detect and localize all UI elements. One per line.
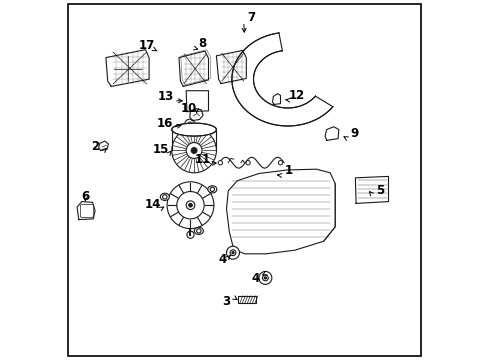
Text: 7: 7 [247,11,255,24]
Text: 8: 8 [198,37,206,50]
Circle shape [82,207,88,213]
Circle shape [231,252,234,254]
Polygon shape [325,127,338,140]
Bar [238,296,256,303]
Polygon shape [216,50,246,84]
Circle shape [171,128,216,173]
Ellipse shape [160,193,169,201]
Circle shape [191,148,197,153]
Text: 11: 11 [195,153,211,166]
Text: 15: 15 [152,143,169,156]
Circle shape [163,195,166,199]
Circle shape [184,119,194,129]
Text: 13: 13 [158,90,174,103]
Text: 10: 10 [180,102,197,114]
Text: 6: 6 [81,190,89,203]
Ellipse shape [194,227,203,234]
Polygon shape [77,202,95,220]
FancyBboxPatch shape [80,204,93,217]
Circle shape [245,161,250,165]
Polygon shape [189,109,203,121]
Text: 4: 4 [251,273,259,285]
Circle shape [186,201,194,210]
Polygon shape [171,123,216,136]
Ellipse shape [207,186,216,193]
Circle shape [167,182,213,229]
Polygon shape [231,33,332,126]
Polygon shape [272,94,280,104]
Circle shape [262,275,268,281]
Polygon shape [186,91,208,112]
Polygon shape [99,141,108,150]
Text: 5: 5 [375,184,383,197]
Circle shape [226,246,239,259]
Text: 4: 4 [218,253,226,266]
Circle shape [230,250,235,256]
Circle shape [177,192,204,219]
Circle shape [210,187,214,192]
Circle shape [218,161,222,165]
Circle shape [278,161,282,165]
Text: 2: 2 [91,140,100,153]
Circle shape [258,271,271,284]
Polygon shape [355,176,387,203]
Circle shape [196,229,201,233]
Circle shape [187,122,192,126]
Text: 1: 1 [284,165,292,177]
Circle shape [264,277,266,279]
Text: 9: 9 [350,127,358,140]
Polygon shape [226,169,335,254]
Polygon shape [106,50,149,86]
Text: 12: 12 [288,89,304,102]
Circle shape [188,203,192,207]
Text: 3: 3 [221,295,229,308]
Circle shape [186,231,194,238]
Polygon shape [179,51,208,86]
Circle shape [186,143,202,158]
Text: 16: 16 [156,117,172,130]
Text: 17: 17 [138,39,154,52]
Text: 14: 14 [144,198,161,211]
